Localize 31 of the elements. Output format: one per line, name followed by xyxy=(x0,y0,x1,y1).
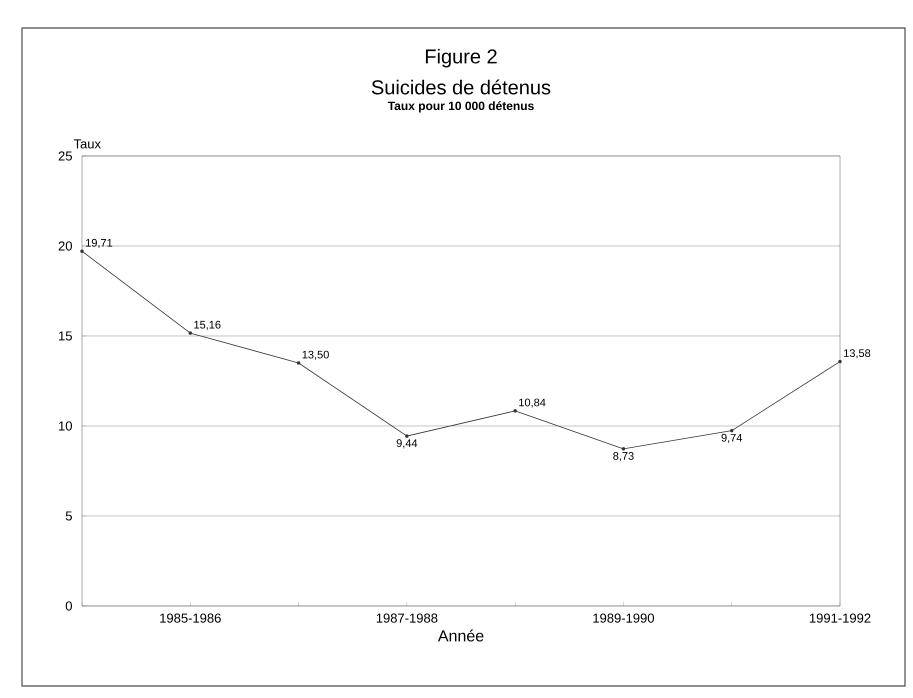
y-tick-label: 0 xyxy=(66,601,72,611)
data-label: 9,44 xyxy=(396,439,418,448)
point xyxy=(838,360,842,364)
data-label: 13,58 xyxy=(844,349,870,358)
chart-subtitle: Suicides de détenus xyxy=(372,80,550,94)
y-tick-label: 10 xyxy=(59,421,72,431)
point xyxy=(513,409,517,413)
data-label: 19,71 xyxy=(86,238,112,248)
x-tick-label: 1987-1988 xyxy=(376,614,438,623)
data-label: 9,74 xyxy=(722,434,742,443)
x-axis-title: Année xyxy=(438,630,484,642)
point xyxy=(730,428,734,432)
x-tick-label: 1991-1992 xyxy=(810,614,870,623)
point xyxy=(405,434,409,438)
chart-title: Figure 2 xyxy=(426,48,497,68)
x-tick-label: 1985-1986 xyxy=(160,614,221,623)
point xyxy=(622,447,626,451)
point xyxy=(188,331,192,335)
y-tick-label: 25 xyxy=(58,151,72,161)
data-label: 13,50 xyxy=(302,350,329,360)
y-tick-label: 15 xyxy=(59,331,72,341)
point xyxy=(80,250,84,253)
data-label: 10,84 xyxy=(519,398,546,408)
x-tick-label: 1989-1990 xyxy=(593,614,654,623)
y-axis-title: Taux xyxy=(74,139,101,148)
data-label: 15,16 xyxy=(194,320,221,330)
point xyxy=(296,361,300,365)
y-tick-label: 5 xyxy=(66,511,72,521)
y-tick-label: 20 xyxy=(58,241,72,251)
text: Taux pour 10 000 détenus xyxy=(388,101,534,112)
data-label: 8,73 xyxy=(613,452,634,462)
